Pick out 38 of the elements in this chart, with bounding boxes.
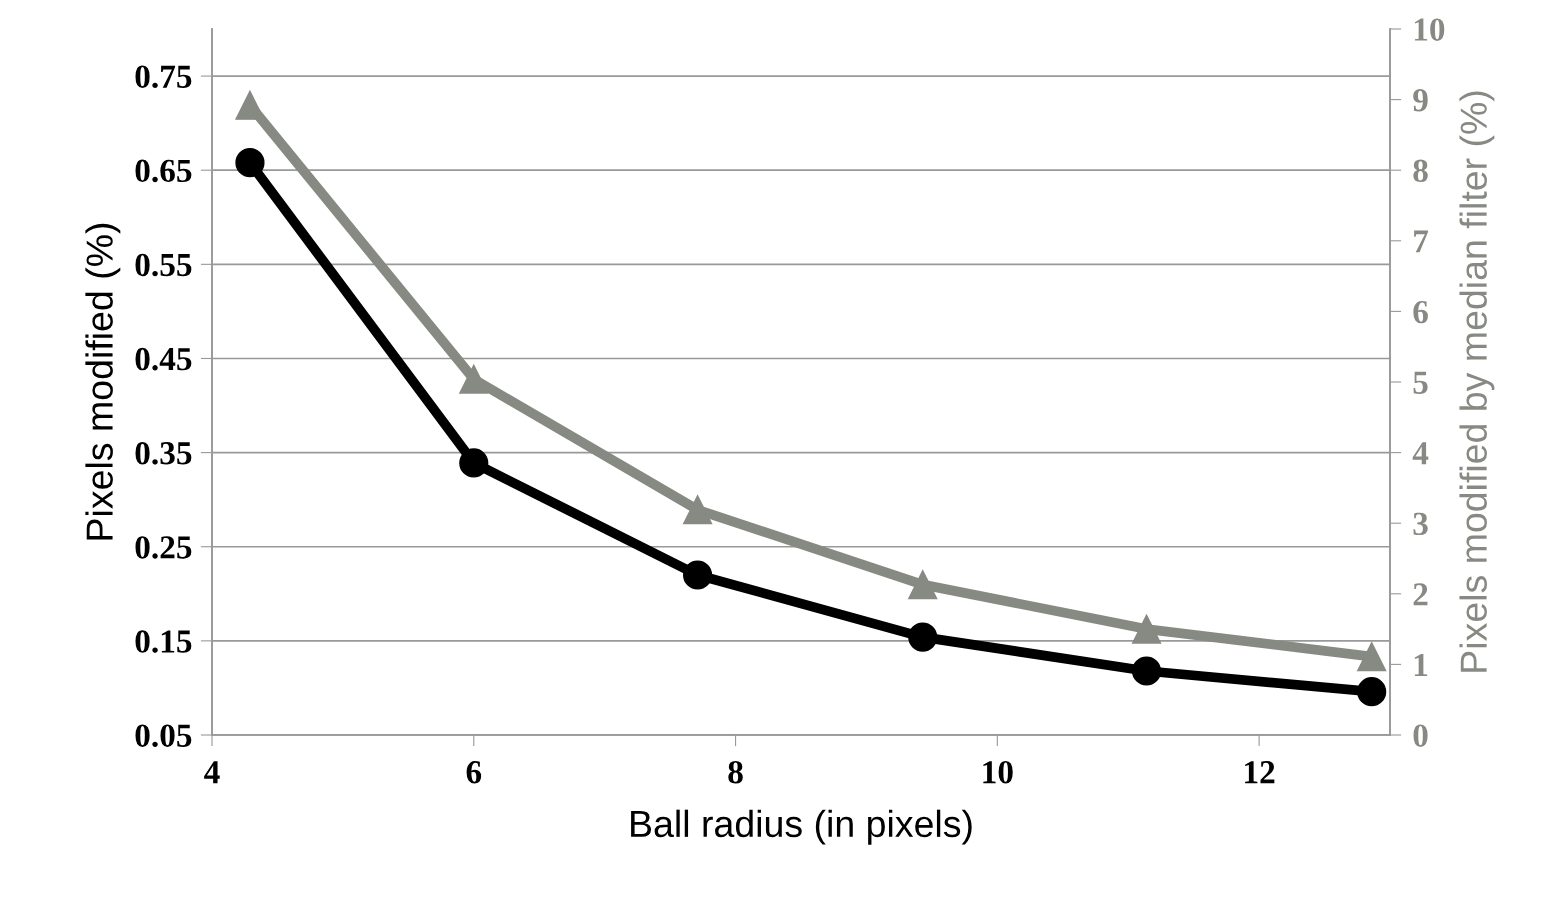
y-tick-label: 0.45: [135, 347, 192, 371]
y2-tick-label: 4: [1412, 442, 1429, 465]
point: [908, 570, 938, 600]
x-axis-title: Ball radius (in pixels): [631, 809, 972, 845]
y2-tick-label: 10: [1414, 18, 1445, 41]
point: [1131, 614, 1162, 644]
y-tick-label: 0.75: [135, 65, 192, 89]
y2-tick-label: 8: [1413, 159, 1428, 183]
y2-tick-label: 9: [1413, 89, 1428, 112]
x-tick-label: 8: [728, 760, 743, 784]
y-tick-label: 0.25: [135, 536, 192, 559]
y2-tick-label: 2: [1413, 583, 1428, 606]
y2-tick-label: 0: [1413, 724, 1428, 747]
x-tick-label: 12: [1245, 761, 1275, 784]
y-tick-label: 0.55: [135, 253, 192, 277]
y-axis-title: Pixels modified (%): [85, 223, 121, 540]
y2-tick-label: 6: [1413, 300, 1428, 324]
x-tick-label: 4: [204, 761, 220, 784]
point: [1357, 642, 1387, 672]
y2-tick-label: 7: [1414, 230, 1429, 253]
x-tick-label: 6: [466, 761, 482, 784]
point: [1131, 656, 1162, 686]
point: [235, 148, 265, 178]
y2-axis-title: Pixels modified by median filter (%): [1459, 91, 1495, 672]
point: [908, 622, 938, 652]
point: [459, 364, 489, 394]
y2-tick-label: 1: [1414, 653, 1428, 676]
point: [459, 448, 489, 478]
y2-tick-label: 5: [1413, 371, 1428, 394]
y2-tick-label: 3: [1413, 512, 1428, 536]
y-tick-label: 0.15: [135, 630, 192, 653]
point: [683, 560, 713, 590]
point: [1357, 677, 1387, 707]
point: [683, 495, 713, 525]
x-tick-label: 10: [983, 760, 1013, 784]
y-tick-label: 0.05: [135, 724, 192, 748]
y-tick-label: 0.65: [135, 159, 192, 183]
y-tick-label: 0.35: [135, 442, 192, 465]
